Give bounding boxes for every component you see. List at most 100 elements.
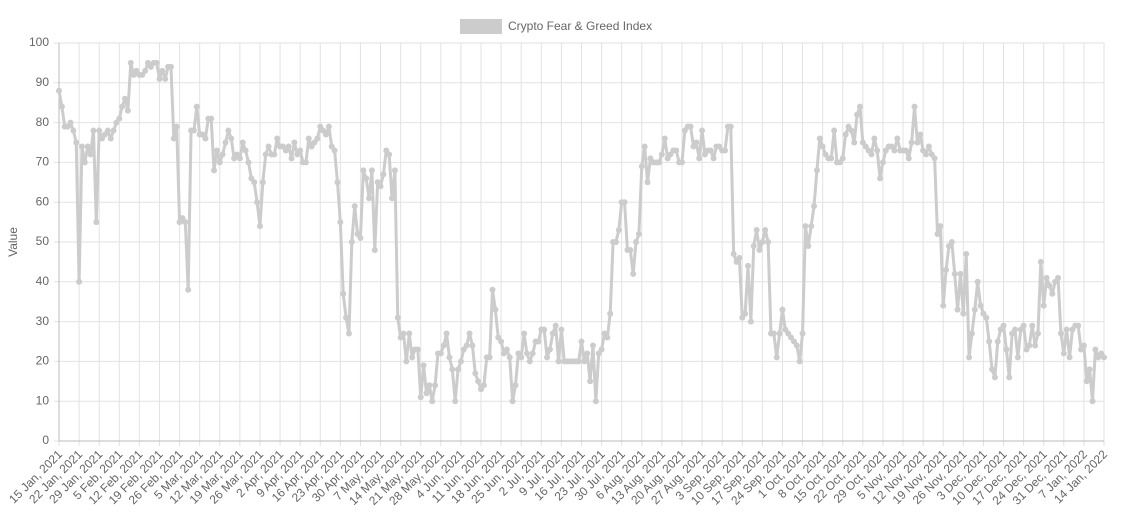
data-point [957,270,964,277]
data-point [363,175,370,182]
data-point [288,155,295,162]
data-point [449,366,456,373]
data-point [745,262,752,269]
data-point [765,239,772,245]
data-point [544,354,551,361]
data-point [917,131,924,138]
data-point [236,155,243,162]
data-point [1029,322,1036,329]
data-point [831,127,838,134]
data-point [854,111,861,118]
data-point [73,139,80,146]
legend-item: Crypto Fear & Greed Index [460,19,652,34]
data-point [727,123,734,130]
data-point [463,342,470,349]
data-point [759,239,766,245]
data-point [357,235,364,242]
data-point [498,338,505,345]
data-point [87,151,94,158]
data-point [81,159,88,166]
data-point [119,103,126,110]
data-point [773,354,780,361]
data-point [222,139,229,146]
data-point [963,250,970,257]
data-point [1040,302,1047,309]
data-point [521,330,528,337]
data-point [1080,342,1087,349]
data-point [509,398,516,405]
data-point [707,147,714,154]
data-point [1066,354,1073,361]
data-point [472,370,479,377]
data-point [351,203,358,210]
y-tick-label: 40 [36,274,50,288]
data-point [254,199,261,206]
data-point [977,302,984,309]
data-point [455,366,462,373]
data-point [182,219,189,226]
data-point [202,135,209,142]
data-point [937,223,944,230]
data-point [535,338,542,345]
data-point [1032,342,1039,349]
data-point [1055,274,1062,281]
y-tick-label: 100 [29,35,49,49]
data-point [156,75,163,82]
data-point [1060,350,1067,357]
data-point [621,199,628,206]
data-point [641,143,648,150]
data-point [960,310,967,317]
data-point [722,147,729,154]
data-point [386,151,393,158]
data-point [452,398,459,405]
data-point [848,127,855,134]
data-point [503,346,510,353]
data-point [1049,290,1056,297]
y-axis-title: Value [6,227,20,257]
data-point [322,131,329,138]
data-point [868,151,875,158]
data-point [644,179,651,186]
data-point [213,147,220,154]
data-point [693,139,700,146]
data-point [1000,322,1007,329]
data-point [211,167,218,174]
data-point [552,322,559,329]
data-point [925,143,932,150]
data-point [420,362,427,369]
data-point [779,306,786,313]
data-point [877,175,884,182]
data-point [423,390,430,397]
data-point [400,330,407,337]
data-point [457,358,464,365]
data-point [170,135,177,142]
data-point [340,290,347,297]
data-point [991,374,998,381]
data-point [808,223,815,230]
data-point [891,147,898,154]
data-point [656,159,663,166]
data-point [526,358,533,365]
data-point [584,350,591,357]
data-point [549,330,556,337]
data-point [104,127,111,134]
data-point [302,159,309,166]
data-point [934,231,941,238]
data-point [905,155,912,162]
y-tick-label: 80 [36,115,50,129]
data-point [592,398,599,405]
data-point [440,342,447,349]
data-point [802,223,809,230]
data-point [943,266,950,273]
data-point [529,350,536,357]
data-point [127,59,134,66]
data-point [469,342,476,349]
data-point [437,350,444,357]
data-point [1086,366,1093,373]
data-point [983,314,990,321]
data-point [908,139,915,146]
y-tick-label: 10 [36,393,50,407]
data-point [948,239,955,245]
data-point [874,147,881,154]
data-point [506,354,513,361]
